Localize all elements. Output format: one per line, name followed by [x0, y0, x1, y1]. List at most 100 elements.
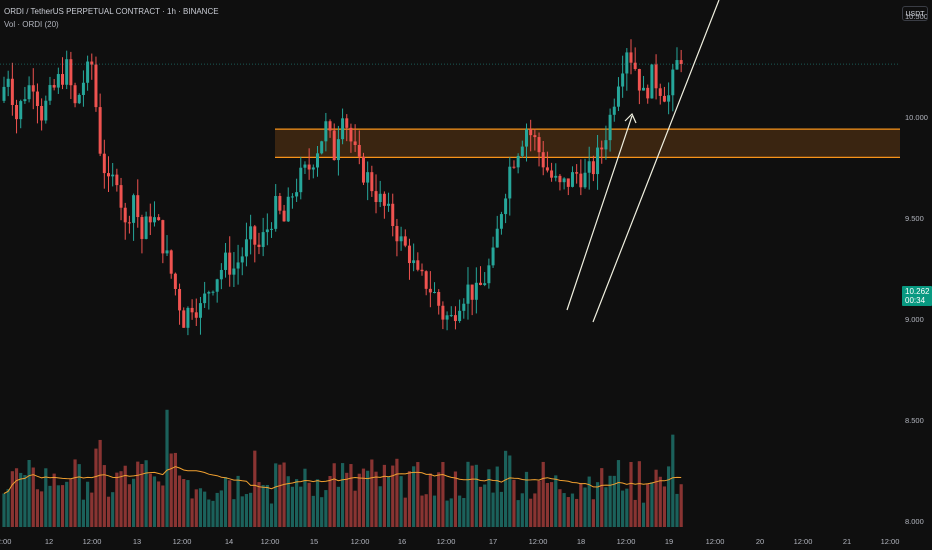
projection-arrow-1[interactable]	[566, 115, 633, 311]
volume-bar	[504, 450, 508, 527]
volume-bar	[169, 453, 173, 527]
candle-body	[328, 121, 332, 131]
volume-bar	[144, 460, 148, 527]
candle-body	[529, 129, 533, 136]
volume-bar	[257, 482, 261, 527]
currency-button[interactable]: USDT	[902, 6, 928, 21]
candle-body	[370, 172, 374, 192]
candle-body	[286, 196, 290, 222]
volume-bar	[177, 475, 182, 527]
volume-bar	[487, 469, 491, 527]
volume-bar	[566, 497, 570, 527]
projection-arrow-2[interactable]	[592, 0, 720, 323]
volume-bar	[637, 461, 641, 527]
volume-bar	[123, 465, 127, 527]
candle-body	[650, 64, 654, 99]
candle-body	[462, 303, 466, 311]
candle-body	[173, 273, 177, 289]
volume-bar	[60, 485, 65, 527]
price-axis-background	[900, 0, 932, 550]
volume-bar	[320, 497, 324, 527]
volume-bar	[658, 476, 662, 527]
volume-bar	[612, 475, 616, 527]
candle-body	[278, 196, 282, 211]
candle-body	[136, 195, 140, 218]
volume-bar	[299, 486, 303, 527]
volume-bar	[27, 459, 31, 527]
candle-body	[504, 198, 508, 215]
candle-body	[165, 250, 169, 254]
volume-bar	[94, 448, 98, 527]
candle-body	[604, 140, 608, 150]
candle-body	[579, 173, 583, 188]
candle-body	[562, 178, 566, 183]
volume-bar	[127, 484, 131, 527]
volume-bar	[249, 492, 253, 527]
volume-bar	[416, 462, 420, 527]
price-tick-label: 9.500	[905, 214, 924, 223]
candle-body	[190, 307, 194, 313]
candle-body	[44, 100, 48, 121]
candle-body	[307, 164, 311, 170]
candle-body	[198, 303, 202, 318]
volume-bar	[140, 463, 144, 527]
volume-bar	[261, 485, 265, 527]
time-tick-label: 12:00	[529, 537, 548, 546]
candle-body	[169, 250, 173, 274]
volume-bar	[35, 489, 40, 527]
volume-bar	[474, 464, 478, 527]
candle-body	[320, 141, 324, 154]
volume-bar	[207, 499, 211, 527]
candle-body	[491, 247, 495, 266]
candle-body	[144, 216, 148, 239]
candle-body	[40, 105, 44, 121]
volume-bar	[462, 498, 466, 527]
candle-body	[642, 87, 646, 91]
volume-bar	[641, 502, 646, 527]
candle-body	[575, 172, 579, 174]
volume-bar	[19, 472, 23, 527]
candle-body	[441, 305, 445, 320]
volume-bar	[152, 476, 157, 527]
volume-bar	[437, 472, 441, 527]
candle-body	[123, 207, 127, 223]
candle-body	[265, 229, 269, 233]
price-tick-label: 10.000	[905, 113, 928, 122]
candle-body	[387, 203, 391, 206]
volume-bar	[453, 471, 458, 527]
candle-body	[86, 61, 90, 83]
volume-bar	[625, 488, 629, 527]
price-tick-label: 10.500	[905, 12, 928, 21]
volume-bar	[508, 455, 512, 527]
volume-bar	[407, 471, 412, 527]
candle-body	[453, 315, 457, 322]
candle-body	[558, 175, 562, 183]
volume-bar	[370, 459, 374, 527]
volume-bar	[420, 495, 424, 527]
volume-bar	[345, 472, 349, 527]
volume-bar	[541, 461, 545, 527]
volume-bar	[332, 463, 336, 527]
candle-body	[412, 260, 416, 264]
candle-body	[366, 172, 370, 183]
volume-bar	[86, 481, 90, 527]
volume-bar	[303, 468, 307, 527]
volume-bar	[587, 476, 591, 527]
volume-bar	[646, 483, 650, 527]
candle-body	[512, 166, 516, 168]
volume-bar	[81, 499, 86, 527]
bar-countdown: 00:34	[905, 296, 926, 305]
volume-bar	[14, 468, 19, 527]
last-price-value: 10.262	[905, 287, 930, 296]
time-tick-label: 12:00	[173, 537, 192, 546]
candle-body	[341, 118, 345, 140]
candle-body	[345, 118, 349, 128]
volume-bar	[223, 477, 228, 527]
candle-body	[474, 282, 478, 300]
volume-bar	[73, 459, 77, 527]
volume-bar	[340, 463, 345, 527]
support-zone[interactable]	[275, 129, 900, 158]
price-tick-label: 9.000	[905, 315, 924, 324]
volume-bar	[600, 468, 604, 527]
